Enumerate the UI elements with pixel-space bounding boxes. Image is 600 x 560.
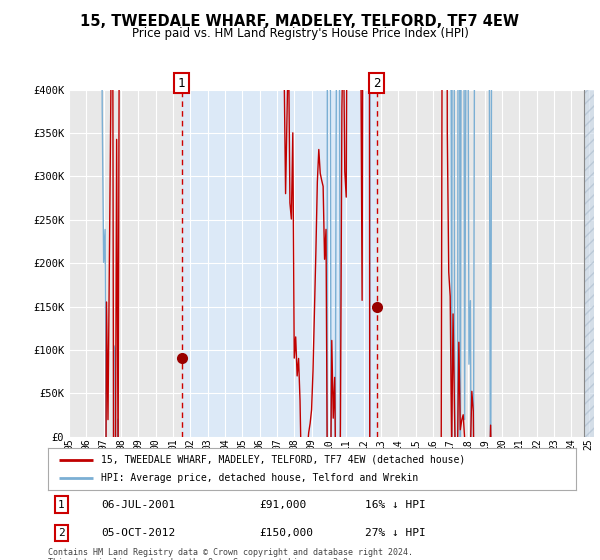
Text: 2: 2: [58, 528, 65, 538]
Text: 27% ↓ HPI: 27% ↓ HPI: [365, 528, 425, 538]
Bar: [584, 90, 594, 437]
Text: 1: 1: [58, 500, 65, 510]
Text: 1: 1: [178, 77, 185, 90]
Text: £150,000: £150,000: [259, 528, 313, 538]
Text: 15, TWEEDALE WHARF, MADELEY, TELFORD, TF7 4EW (detached house): 15, TWEEDALE WHARF, MADELEY, TELFORD, TF…: [101, 455, 465, 465]
Text: HPI: Average price, detached house, Telford and Wrekin: HPI: Average price, detached house, Telf…: [101, 473, 418, 483]
Text: 05-OCT-2012: 05-OCT-2012: [101, 528, 175, 538]
Text: 2: 2: [373, 77, 380, 90]
Text: £91,000: £91,000: [259, 500, 307, 510]
Text: 06-JUL-2001: 06-JUL-2001: [101, 500, 175, 510]
Text: Price paid vs. HM Land Registry's House Price Index (HPI): Price paid vs. HM Land Registry's House …: [131, 27, 469, 40]
Bar: [182, 90, 377, 437]
Text: 16% ↓ HPI: 16% ↓ HPI: [365, 500, 425, 510]
Text: 15, TWEEDALE WHARF, MADELEY, TELFORD, TF7 4EW: 15, TWEEDALE WHARF, MADELEY, TELFORD, TF…: [80, 14, 520, 29]
Text: Contains HM Land Registry data © Crown copyright and database right 2024.
This d: Contains HM Land Registry data © Crown c…: [48, 548, 413, 560]
